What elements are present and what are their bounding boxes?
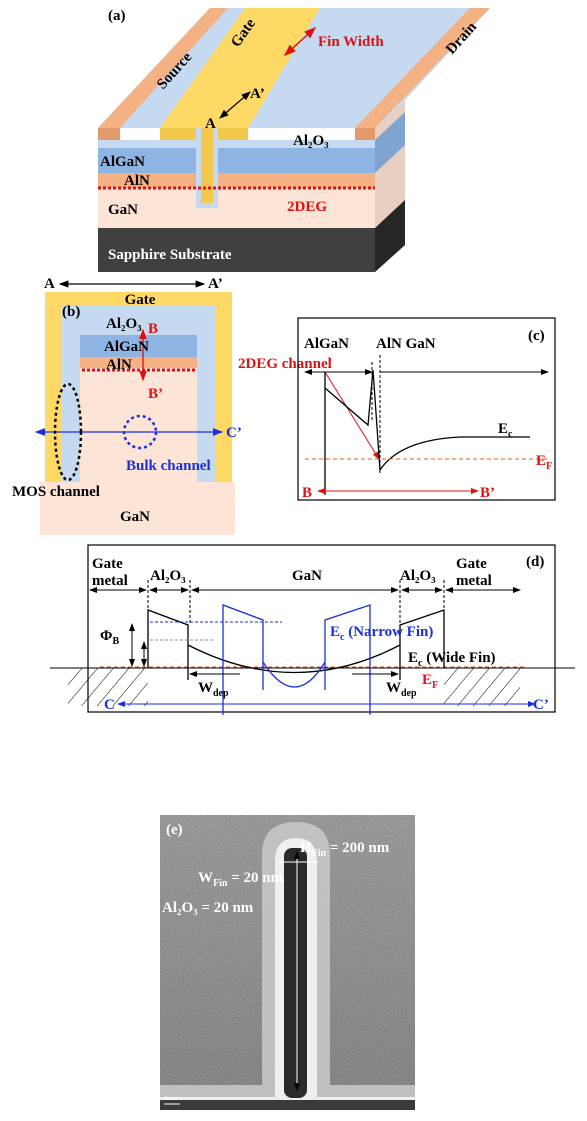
label: metal [92, 573, 128, 589]
label: AlGaN [100, 154, 145, 170]
label: Gate [125, 292, 156, 308]
label: (a) [108, 8, 126, 24]
label: C [104, 697, 115, 713]
label: A’ [208, 276, 223, 292]
label: C’ [226, 425, 242, 441]
panel-a: (a) Gate Fin Width Source Drain A’ A Al₂… [98, 8, 490, 272]
label: (c) [528, 328, 545, 344]
label: AlN GaN [376, 336, 436, 352]
label: A’ [250, 86, 265, 102]
drain-front [355, 128, 375, 140]
gan-layer [98, 188, 375, 228]
label: Wdep [198, 680, 229, 699]
label: B [302, 485, 312, 501]
label: AlGaN [304, 336, 349, 352]
source-front [98, 128, 120, 140]
label: Fin Width [318, 34, 384, 50]
fin [284, 848, 307, 1098]
label: Sapphire Substrate [108, 247, 232, 263]
label: (e) [166, 822, 183, 838]
label: C’ [533, 697, 549, 713]
label: (d) [526, 554, 544, 570]
al2o3-layer [98, 140, 375, 148]
label: GaN [292, 568, 322, 584]
label: metal [456, 573, 492, 589]
label: B [148, 321, 158, 337]
panel-d: Gate metal Al₂O₃ GaN Al₂O₃ Gate metal (d… [50, 545, 575, 715]
label: Al₂O₃ = 20 nm [162, 900, 254, 916]
label: Gate [92, 556, 123, 572]
label: MOS channel [12, 484, 100, 500]
substrate [160, 1100, 415, 1110]
label: GaN [120, 509, 150, 525]
label: Bulk channel [126, 458, 211, 474]
label: AlN [106, 357, 132, 373]
cut-line: A A’ [44, 276, 223, 292]
label: 2DEG [287, 199, 327, 215]
scale-label: 20 nm [164, 1097, 178, 1102]
label: Gate [456, 556, 487, 572]
label: A [205, 116, 216, 132]
label: AlGaN [104, 339, 149, 355]
figure: (a) Gate Fin Width Source Drain A’ A Al₂… [0, 0, 587, 1121]
label: GaN [108, 202, 138, 218]
panel-b: (b) Gate Al₂O₃ AlGaN AlN B B’ 2DEG chann… [12, 292, 379, 535]
hatch [444, 668, 520, 706]
label: Ec (Narrow Fin) [330, 624, 433, 643]
label: Wdep [386, 680, 417, 699]
link-arrow [325, 372, 379, 459]
panel-c: (c) AlGaN AlN GaN Ec EF B B’ [298, 318, 555, 501]
label: B’ [480, 485, 495, 501]
label: Al₂O₃ [150, 568, 186, 584]
label: EF [536, 453, 552, 472]
label: AlN [124, 173, 150, 189]
label: EF [422, 672, 438, 691]
label: Al₂O₃ [400, 568, 436, 584]
label: Al₂O₃ [106, 316, 142, 332]
label: Al₂O₃ [293, 133, 329, 149]
panel-e: (e) HFin = 200 nm WFin = 20 nm Al₂O₃ = 2… [160, 815, 415, 1110]
label: Ec (Wide Fin) [408, 650, 496, 669]
label: ΦB [100, 628, 119, 647]
label: B’ [148, 386, 163, 402]
label: A [44, 276, 55, 292]
fin-gate [201, 128, 213, 203]
aln [80, 357, 197, 368]
label: (b) [62, 304, 80, 320]
label: 2DEG channel [238, 356, 332, 372]
